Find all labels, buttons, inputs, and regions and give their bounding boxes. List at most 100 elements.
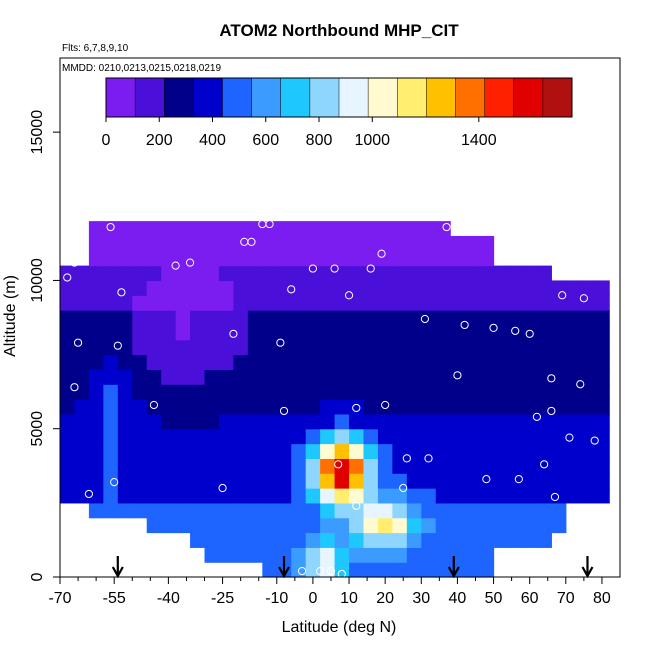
heatmap-cell bbox=[146, 265, 162, 282]
heatmap-cell bbox=[103, 428, 119, 445]
heatmap-cell bbox=[349, 250, 365, 267]
heatmap-cell bbox=[117, 310, 133, 326]
heatmap-cell bbox=[450, 399, 466, 415]
heatmap-cell bbox=[117, 339, 133, 356]
heatmap-cell bbox=[204, 324, 220, 341]
profile-point bbox=[547, 406, 556, 416]
heatmap-cell bbox=[88, 443, 104, 459]
profile-point bbox=[352, 501, 361, 510]
heatmap-cell bbox=[349, 473, 365, 489]
x-axis-tick-label: 10 bbox=[340, 590, 358, 607]
colorbar-swatch bbox=[542, 78, 573, 117]
heatmap-cell bbox=[320, 354, 336, 370]
heatmap-cell bbox=[74, 384, 90, 400]
heatmap-cell bbox=[161, 413, 177, 430]
heatmap-cell bbox=[247, 443, 263, 459]
heatmap-cell bbox=[175, 488, 191, 504]
heatmap-cell bbox=[320, 310, 336, 326]
heatmap-cell bbox=[305, 280, 321, 296]
heatmap-cell bbox=[406, 413, 422, 430]
heatmap-cell bbox=[88, 235, 104, 252]
heatmap-cell bbox=[291, 547, 307, 563]
heatmap-cell bbox=[291, 310, 307, 326]
heatmap-cell bbox=[247, 221, 263, 237]
heatmap-cell bbox=[88, 265, 104, 282]
heatmap-cell bbox=[450, 280, 466, 296]
heatmap-cell bbox=[479, 428, 495, 445]
heatmap-cell bbox=[580, 310, 596, 326]
heatmap-cell bbox=[146, 428, 162, 445]
heatmap-cell bbox=[580, 473, 596, 489]
heatmap-cell bbox=[320, 458, 336, 474]
heatmap-cell bbox=[247, 473, 263, 489]
heatmap-cell bbox=[594, 384, 610, 400]
profile-point bbox=[381, 400, 390, 410]
heatmap-cell bbox=[74, 310, 90, 326]
heatmap-cell bbox=[406, 384, 422, 400]
heatmap-cell bbox=[74, 458, 90, 474]
heatmap-cell bbox=[551, 443, 567, 459]
heatmap-cell bbox=[218, 473, 235, 489]
heatmap-cell bbox=[392, 458, 408, 474]
descent-marker-head bbox=[581, 566, 594, 579]
heatmap-cell bbox=[508, 265, 524, 282]
heatmap-cell bbox=[406, 354, 422, 370]
heatmap-cell bbox=[320, 221, 336, 237]
profile-point bbox=[352, 403, 361, 413]
profile-point bbox=[297, 566, 307, 576]
heatmap-cell bbox=[551, 354, 567, 370]
heatmap-cell bbox=[132, 443, 148, 459]
heatmap-cell bbox=[233, 473, 249, 489]
heatmap-cell bbox=[450, 443, 466, 459]
heatmap-cell bbox=[190, 473, 206, 489]
heatmap-cell bbox=[334, 443, 350, 459]
profile-point bbox=[424, 454, 433, 463]
heatmap-cell bbox=[493, 369, 509, 385]
heatmap-cell bbox=[247, 458, 263, 474]
heatmap-cell bbox=[320, 265, 336, 282]
x-axis-tick-label: -55 bbox=[103, 590, 126, 607]
heatmap-cell bbox=[190, 413, 206, 430]
heatmap-cell bbox=[74, 428, 90, 445]
heatmap-cell bbox=[276, 310, 292, 326]
heatmap-cell bbox=[88, 428, 104, 445]
heatmap-cell bbox=[60, 443, 76, 459]
heatmap-cell bbox=[392, 547, 408, 563]
heatmap-cell bbox=[334, 547, 350, 563]
heatmap-cell bbox=[522, 399, 538, 415]
heatmap-cell bbox=[392, 221, 408, 237]
heatmap-cell bbox=[276, 384, 292, 400]
heatmap-cell bbox=[117, 458, 133, 474]
heatmap-cell bbox=[146, 250, 162, 267]
heatmap-cell bbox=[74, 295, 90, 311]
descent-marker-head bbox=[447, 566, 460, 579]
heatmap-cell bbox=[117, 369, 133, 385]
heatmap-cell bbox=[233, 324, 249, 341]
heatmap-cell bbox=[320, 443, 336, 459]
heatmap-cell bbox=[594, 443, 610, 459]
heatmap-cell bbox=[146, 502, 162, 519]
heatmap-cell bbox=[291, 384, 307, 400]
heatmap-cell bbox=[536, 339, 552, 356]
heatmap-cell bbox=[363, 235, 379, 252]
heatmap-cell bbox=[349, 562, 365, 578]
heatmap-cell bbox=[363, 458, 379, 474]
heatmap-cell bbox=[392, 413, 408, 430]
heatmap-cell bbox=[349, 488, 365, 504]
y-axis-tick-label: 10000 bbox=[29, 258, 46, 303]
heatmap-cell bbox=[392, 369, 408, 385]
heatmap-cell bbox=[565, 443, 581, 459]
heatmap-cell bbox=[117, 265, 133, 282]
profile-point bbox=[420, 314, 430, 324]
heatmap-cell bbox=[132, 428, 148, 445]
heatmap-cell bbox=[508, 413, 524, 430]
descent-marker-head bbox=[278, 566, 290, 579]
heatmap-cell bbox=[74, 280, 90, 296]
heatmap-cell bbox=[580, 413, 596, 430]
heatmap-cell bbox=[392, 384, 408, 400]
profile-point bbox=[482, 475, 491, 484]
heatmap-cell bbox=[508, 428, 524, 445]
heatmap-cell bbox=[377, 562, 393, 578]
heatmap-cell bbox=[204, 310, 220, 326]
